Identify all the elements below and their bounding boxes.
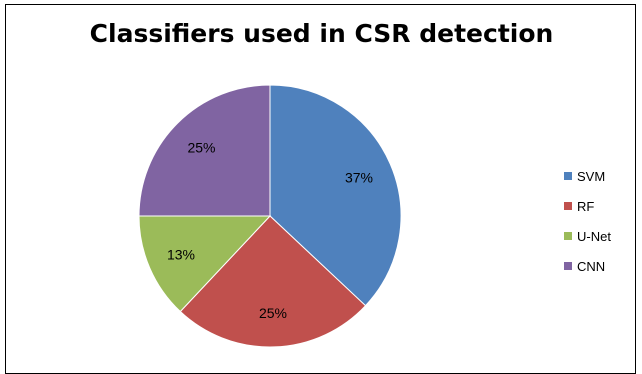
legend-item-svm: SVM: [564, 165, 611, 187]
slice-label-cnn: 25%: [187, 140, 215, 156]
pie-slice-svm: [269, 84, 402, 307]
legend: SVM RF U-Net CNN: [564, 165, 611, 285]
pie-slice-rf: [179, 215, 367, 348]
legend-item-rf: RF: [564, 195, 611, 217]
legend-item-u-net: U-Net: [564, 225, 611, 247]
legend-label-u-net: U-Net: [577, 228, 611, 244]
pie-slice-cnn: [138, 84, 271, 217]
legend-label-cnn: CNN: [577, 258, 606, 274]
legend-item-cnn: CNN: [564, 255, 611, 277]
pie-chart: 37% 25% 13% 25%: [138, 84, 402, 348]
legend-swatch-rf: [564, 202, 572, 210]
slice-label-rf: 25%: [259, 305, 287, 321]
chart-title: Classifiers used in CSR detection: [89, 19, 554, 48]
legend-swatch-svm: [564, 172, 572, 180]
legend-swatch-u-net: [564, 232, 572, 240]
pie-slice-u-net: [138, 215, 272, 313]
slice-label-svm: 37%: [345, 170, 373, 186]
legend-label-svm: SVM: [577, 168, 606, 184]
legend-swatch-cnn: [564, 262, 572, 270]
legend-label-rf: RF: [577, 198, 595, 214]
slice-label-u-net: 13%: [167, 247, 195, 263]
